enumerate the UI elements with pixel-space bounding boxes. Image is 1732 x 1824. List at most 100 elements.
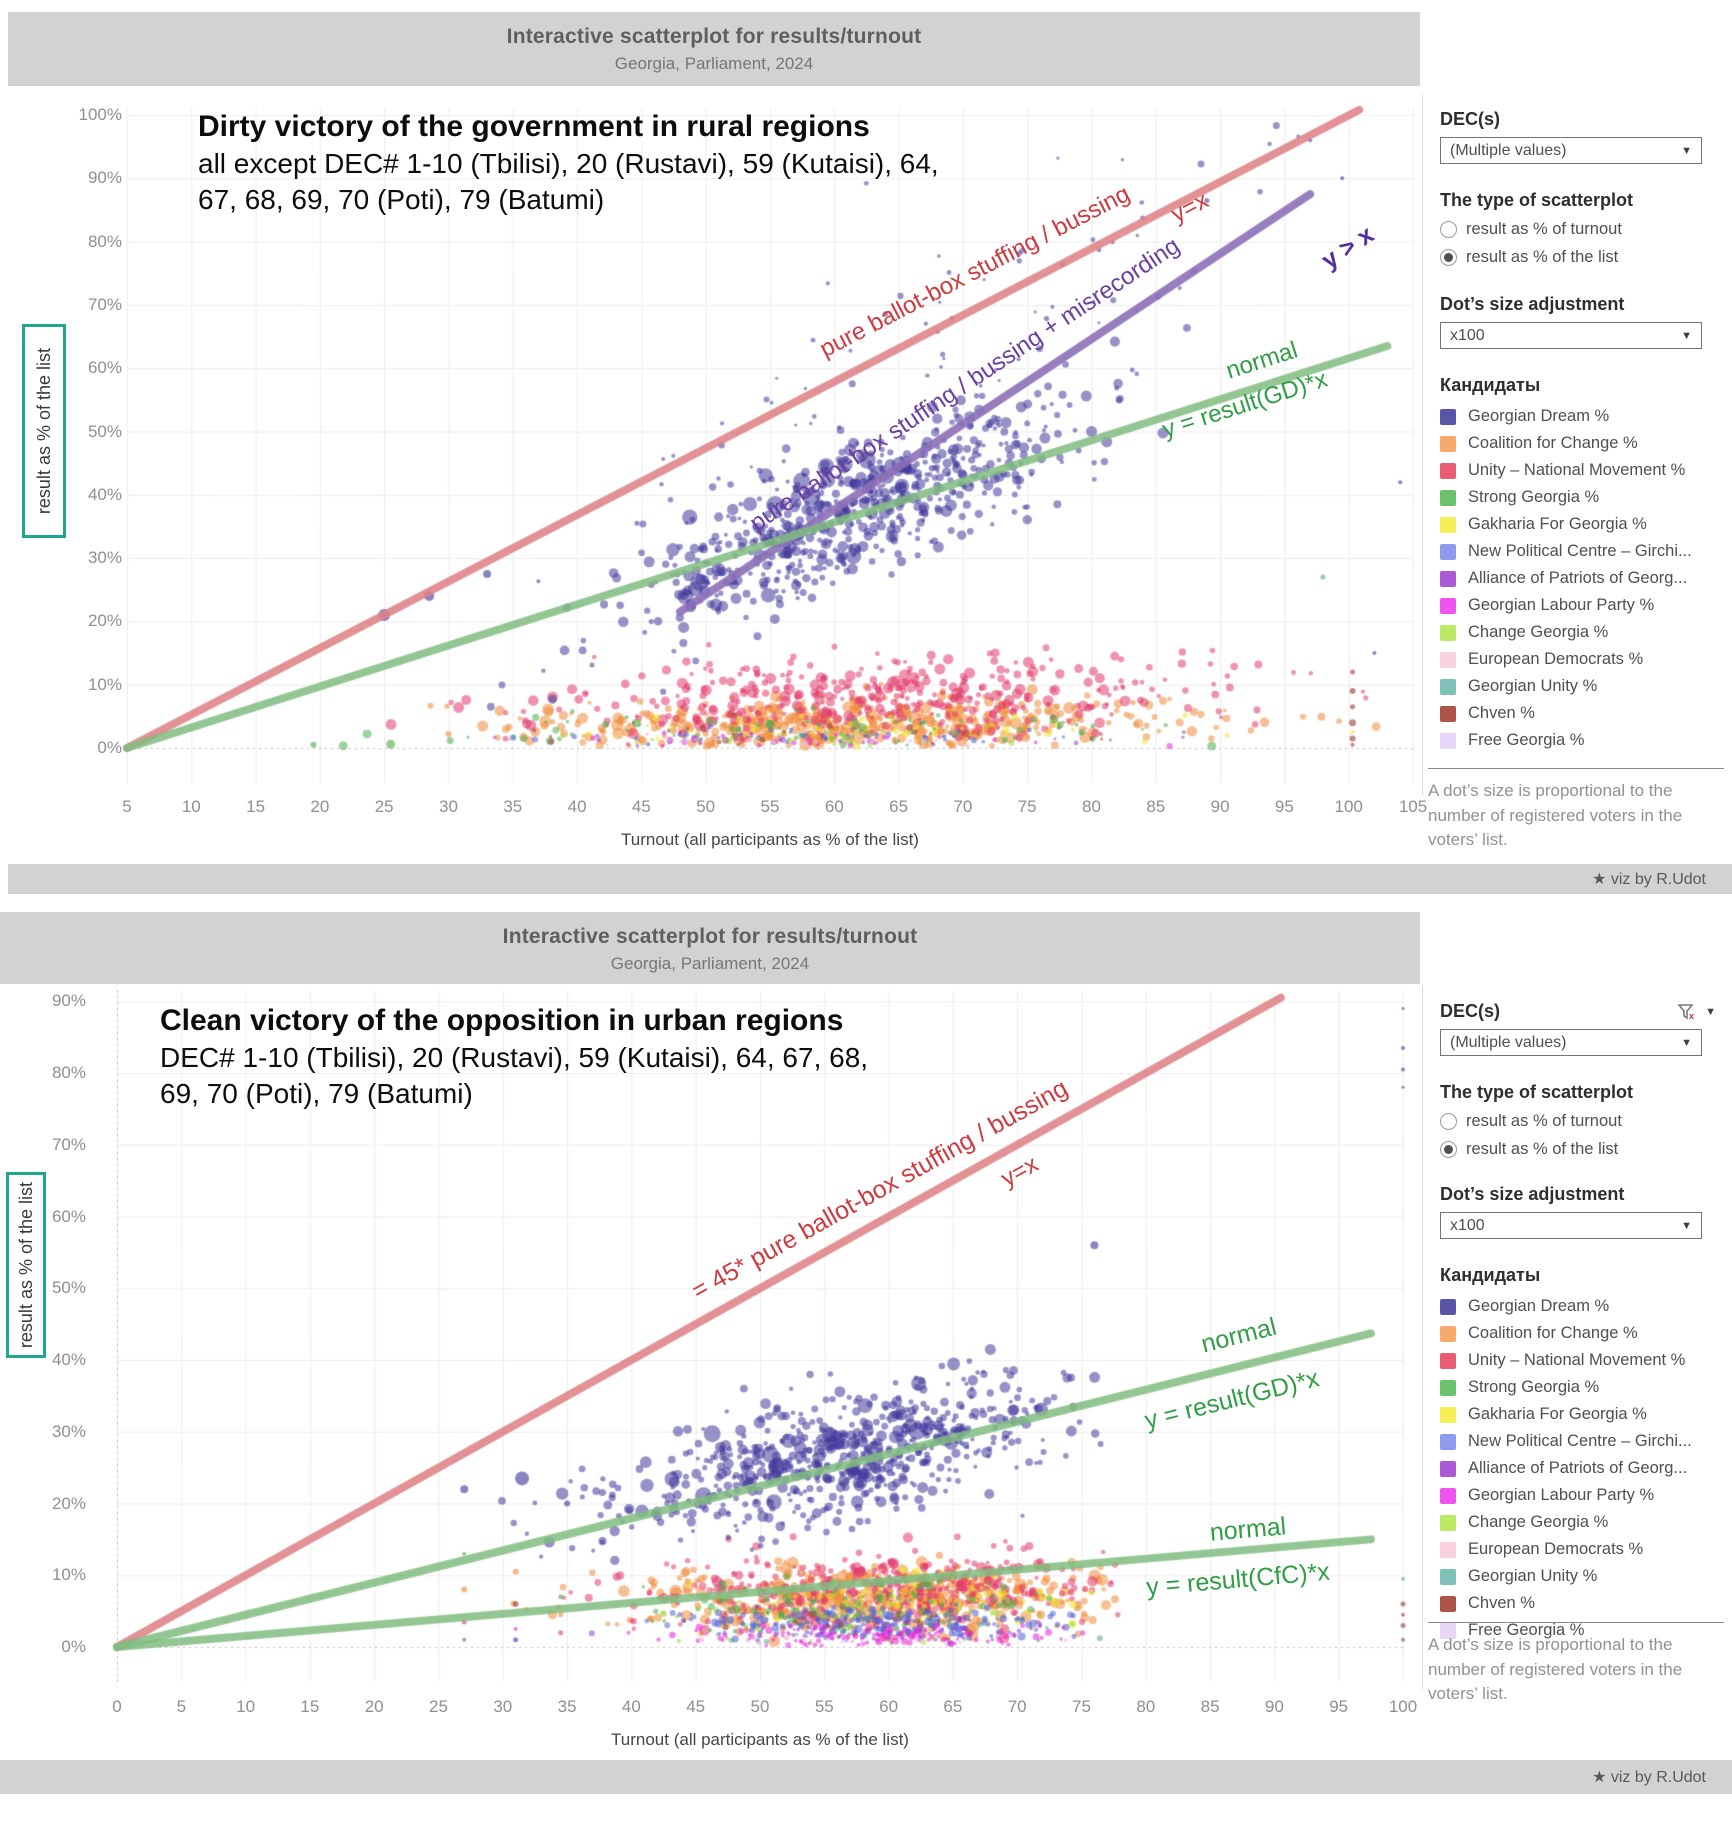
viz2-scatterplot-type-label: The type of scatterplot: [1440, 1082, 1634, 1102]
scatterplot-rural-canvas[interactable]: [100, 95, 1420, 795]
x-tick-70: 70: [953, 797, 973, 816]
y-tick-90: 90%: [51, 991, 86, 1011]
legend-item-eurodem[interactable]: European Democrats %: [1440, 1536, 1722, 1563]
y-tick-10: 10%: [87, 674, 122, 694]
y-tick-80: 80%: [51, 1063, 86, 1082]
legend-label-strong: Strong Georgia %: [1468, 1378, 1600, 1396]
filter-menu-caret-icon[interactable]: ▼: [1705, 1005, 1716, 1018]
clear-filter-icon[interactable]: x: [1677, 1003, 1697, 1021]
viz2-radio-result-of-list[interactable]: result as % of the list: [1440, 1140, 1722, 1159]
legend-item-labour[interactable]: Georgian Labour Party %: [1440, 1482, 1722, 1509]
legend-item-chven[interactable]: Chven %: [1440, 1590, 1722, 1617]
y-tick-30: 30%: [87, 548, 122, 568]
legend-label-unity: Georgian Unity %: [1468, 1567, 1598, 1585]
legend-item-gd[interactable]: Georgian Dream %: [1440, 1293, 1722, 1320]
legend-swatch-gakharia: [1440, 1406, 1456, 1423]
viz2-dec-filter-select[interactable]: (Multiple values) ▼: [1440, 1029, 1702, 1056]
viz1-footer-strip: ★ viz by R.Udot: [8, 864, 1732, 894]
legend-item-eurodem[interactable]: European Democrats %: [1440, 646, 1722, 673]
legend-item-change[interactable]: Change Georgia %: [1440, 1509, 1722, 1536]
viz2-footer-credit: ★ viz by R.Udot: [1592, 1769, 1706, 1786]
legend-label-cfc: Coalition for Change %: [1468, 1324, 1638, 1342]
viz1-annotation-headline: Dirty victory of the government in rural…: [198, 110, 870, 143]
radio-selected-icon[interactable]: [1440, 249, 1457, 266]
legend-swatch-chven: [1440, 705, 1456, 722]
chevron-down-icon[interactable]: ▼: [1681, 144, 1692, 157]
legend-item-gd[interactable]: Georgian Dream %: [1440, 403, 1722, 430]
legend-label-patriots: Alliance of Patriots of Georg...: [1468, 1459, 1688, 1477]
legend-swatch-unity: [1440, 1568, 1456, 1585]
legend-swatch-labour: [1440, 1487, 1456, 1504]
viz2-annotation-headline: Clean victory of the opposition in urban…: [160, 1004, 844, 1037]
chevron-down-icon[interactable]: ▼: [1681, 1036, 1692, 1049]
viz1-radio-result-of-turnout[interactable]: result as % of turnout: [1440, 220, 1722, 239]
legend-item-cfc[interactable]: Coalition for Change %: [1440, 430, 1722, 457]
viz1-y-axis-label-box: result as % of the list: [22, 324, 66, 538]
viz2-x-axis-title: Turnout (all participants as % of the li…: [611, 1730, 909, 1749]
x-tick-15: 15: [300, 1697, 320, 1716]
x-tick-60: 60: [824, 797, 844, 816]
chevron-down-icon[interactable]: ▼: [1681, 1219, 1692, 1232]
legend-item-gakharia[interactable]: Gakharia For Georgia %: [1440, 511, 1722, 538]
legend-item-strong[interactable]: Strong Georgia %: [1440, 1374, 1722, 1401]
legend-item-chven[interactable]: Chven %: [1440, 700, 1722, 727]
x-tick-80: 80: [1136, 1697, 1156, 1716]
viz1-dot-size-note: A dot’s size is proportional to the numb…: [1428, 781, 1683, 850]
legend-item-patriots[interactable]: Alliance of Patriots of Georg...: [1440, 565, 1722, 592]
legend-label-gakharia: Gakharia For Georgia %: [1468, 515, 1647, 533]
legend-item-girchi[interactable]: New Political Centre – Girchi...: [1440, 538, 1722, 565]
radio-unselected-icon[interactable]: [1440, 221, 1457, 238]
y-tick-40: 40%: [87, 484, 122, 504]
viz1-annotation: Dirty victory of the government in rural…: [198, 108, 939, 218]
legend-item-strong[interactable]: Strong Georgia %: [1440, 484, 1722, 511]
y-tick-30: 30%: [51, 1421, 86, 1441]
scatterplot-urban-canvas[interactable]: [100, 985, 1420, 1690]
legend-item-girchi[interactable]: New Political Centre – Girchi...: [1440, 1428, 1722, 1455]
viz2-dec-filter-label: DEC(s): [1440, 1001, 1501, 1021]
viz1-dot-size-select[interactable]: x100 ▼: [1440, 322, 1702, 349]
chevron-down-icon[interactable]: ▼: [1681, 329, 1692, 342]
legend-label-unity: Georgian Unity %: [1468, 677, 1598, 695]
legend-item-change[interactable]: Change Georgia %: [1440, 619, 1722, 646]
x-tick-90: 90: [1264, 1697, 1284, 1716]
legend-swatch-eurodem: [1440, 1541, 1456, 1558]
x-tick-25: 25: [429, 1697, 448, 1716]
radio-selected-icon[interactable]: [1440, 1141, 1457, 1158]
legend-item-gakharia[interactable]: Gakharia For Georgia %: [1440, 1401, 1722, 1428]
viz2-dot-size-select[interactable]: x100 ▼: [1440, 1212, 1702, 1239]
legend-label-patriots: Alliance of Patriots of Georg...: [1468, 569, 1688, 587]
viz2-radio-result-of-turnout[interactable]: result as % of turnout: [1440, 1112, 1722, 1131]
legend-item-unm[interactable]: Unity – National Movement %: [1440, 457, 1722, 484]
legend-swatch-chven: [1440, 1595, 1456, 1612]
x-tick-85: 85: [1146, 797, 1166, 816]
x-tick-35: 35: [503, 797, 523, 816]
y-tick-0: 0%: [61, 1637, 86, 1656]
x-tick-95: 95: [1274, 797, 1294, 816]
legend-item-unity[interactable]: Georgian Unity %: [1440, 673, 1722, 700]
legend-item-patriots[interactable]: Alliance of Patriots of Georg...: [1440, 1455, 1722, 1482]
y-tick-40: 40%: [51, 1350, 86, 1369]
viz1-annotation-line2: all except DEC# 1-10 (Tbilisi), 20 (Rust…: [198, 148, 939, 179]
viz1-radio-result-of-list[interactable]: result as % of the list: [1440, 248, 1722, 267]
radio-unselected-icon[interactable]: [1440, 1113, 1457, 1130]
legend-label-unm: Unity – National Movement %: [1468, 1351, 1686, 1369]
legend-swatch-patriots: [1440, 570, 1456, 587]
y-tick-50: 50%: [51, 1278, 86, 1298]
legend-item-labour[interactable]: Georgian Labour Party %: [1440, 592, 1722, 619]
legend-item-unity[interactable]: Georgian Unity %: [1440, 1563, 1722, 1590]
x-tick-55: 55: [814, 1697, 834, 1716]
viz2-y-axis-label-box: result as % of the list: [6, 1172, 46, 1358]
viz2-dot-size-note: A dot’s size is proportional to the numb…: [1428, 1635, 1683, 1704]
x-tick-105: 105: [1398, 797, 1428, 816]
legend-item-free[interactable]: Free Georgia %: [1440, 1617, 1722, 1644]
legend-item-free[interactable]: Free Georgia %: [1440, 727, 1722, 754]
viz1-radio2-label: result as % of the list: [1466, 248, 1619, 266]
viz1-candidates-legend: Georgian Dream % Coalition for Change % Un…: [1440, 403, 1722, 754]
viz1-footer-credit: ★ viz by R.Udot: [1592, 871, 1706, 888]
viz1-dec-filter-select[interactable]: (Multiple values) ▼: [1440, 137, 1702, 164]
legend-item-cfc[interactable]: Coalition for Change %: [1440, 1320, 1722, 1347]
legend-label-chven: Chven %: [1468, 1594, 1535, 1612]
legend-item-unm[interactable]: Unity – National Movement %: [1440, 1347, 1722, 1374]
x-tick-85: 85: [1200, 1697, 1220, 1716]
legend-label-change: Change Georgia %: [1468, 623, 1609, 641]
